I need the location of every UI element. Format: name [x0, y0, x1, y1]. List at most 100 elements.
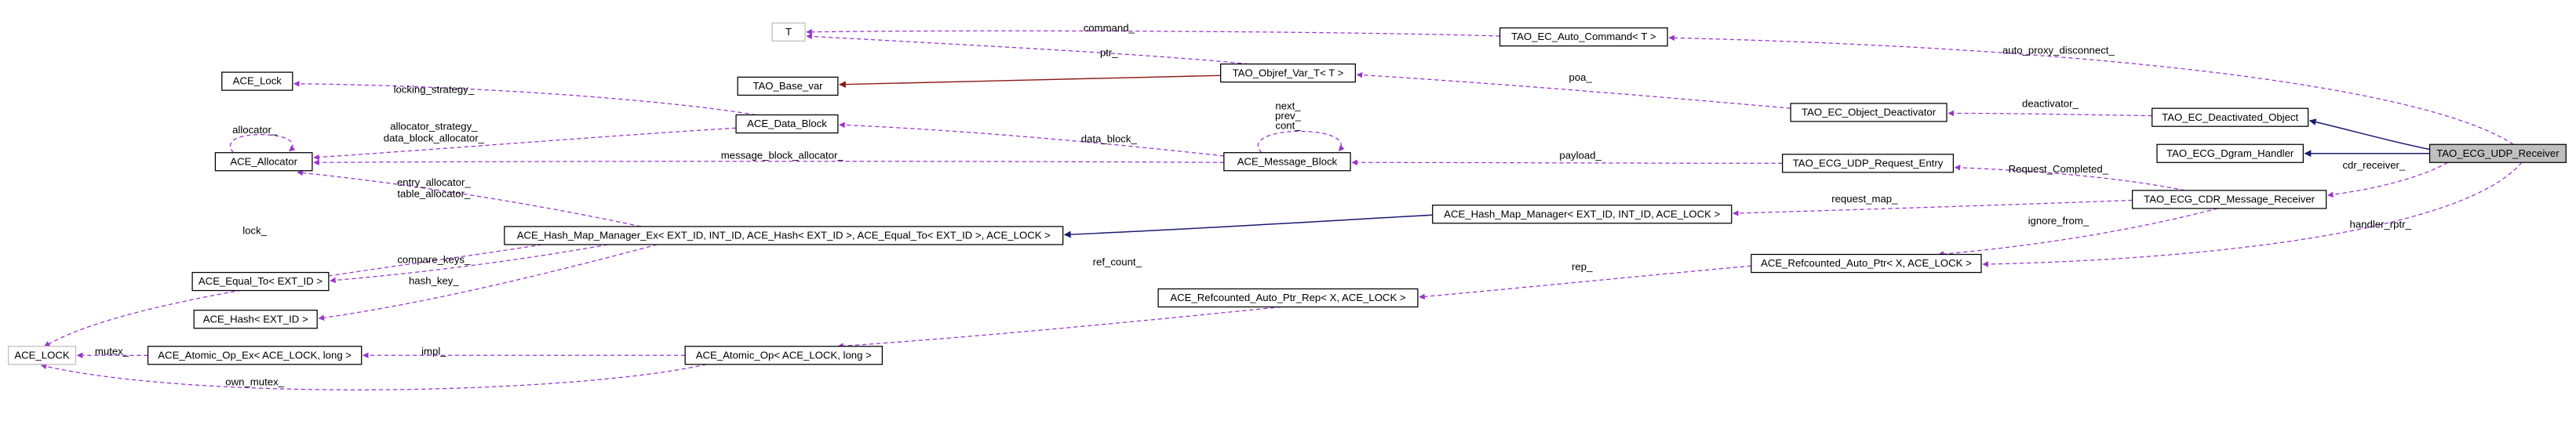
edge-label: cdr_receiver_ — [2342, 159, 2405, 171]
class-label: ACE_Data_Block — [747, 118, 827, 129]
class-node — [193, 310, 318, 329]
edge-label: next_ — [1275, 100, 1301, 112]
edge-label: rep_ — [1572, 261, 1593, 273]
class-label: ACE_Allocator — [230, 155, 297, 167]
class-node — [1157, 288, 1419, 308]
class-node — [1220, 64, 1356, 83]
edge-label: command_ — [1084, 22, 1135, 34]
usage-edge — [1733, 199, 2133, 216]
edge-label: ptr_ — [1100, 47, 1118, 59]
edge-label: table_allocator_ — [397, 188, 471, 200]
class-node — [214, 152, 313, 172]
inheritance-edge — [2308, 118, 2430, 151]
edge-label: data_block_ — [1081, 132, 1138, 144]
usage-edge — [1954, 165, 2185, 191]
class-node — [221, 71, 293, 91]
class-label: TAO_ECG_UDP_Receiver — [2436, 147, 2560, 159]
usage-edge — [330, 244, 608, 284]
class-label: TAO_Objref_Var_T< T > — [1233, 67, 1344, 78]
edge-label: prev_ — [1275, 110, 1302, 122]
usage-edge — [313, 159, 1224, 165]
edge-label: Request_Completed_ — [2009, 163, 2109, 175]
class-label: TAO_EC_Auto_Command< T > — [1511, 31, 1656, 42]
edge-label: lock_ — [242, 225, 267, 237]
edge-label: own_mutex_ — [225, 376, 284, 387]
class-label: T — [785, 26, 792, 38]
edge-label: compare_keys_ — [397, 253, 471, 265]
usage-edge — [318, 244, 658, 321]
edge-label: allocator_ — [232, 124, 278, 136]
class-node — [1751, 253, 1982, 274]
usage-edge — [839, 122, 1224, 157]
class-node — [1499, 27, 1668, 47]
class-label: ACE_Equal_To< EXT_ID > — [199, 275, 322, 287]
class-label: TAO_ECG_UDP_Request_Entry — [1793, 157, 1944, 169]
usage-edge — [1356, 71, 1791, 109]
edge-label: poa_ — [1569, 71, 1592, 83]
class-label: ACE_Atomic_Op< ACE_LOCK, long > — [696, 349, 872, 361]
usage-edge — [1419, 265, 1751, 300]
class-label: ACE_Hash< EXT_ID > — [203, 313, 308, 325]
class-label: ACE_Hash_Map_Manager< EXT_ID, INT_ID, AC… — [1444, 208, 1720, 220]
class-node — [2156, 143, 2304, 163]
usage-edge — [1937, 208, 2218, 257]
edge-label: allocator_strategy_ — [390, 121, 478, 132]
edge-label: mutex_ — [95, 346, 129, 357]
usage-edge — [44, 244, 543, 347]
class-node — [2152, 107, 2309, 127]
class-label: ACE_LOCK — [14, 349, 69, 361]
edge-label: data_block_allocator_ — [384, 132, 485, 143]
class-node — [1432, 205, 1733, 224]
edge-label: message_block_allocator_ — [721, 149, 844, 161]
edge-label: ref_count_ — [1093, 256, 1142, 267]
edge-label: request_map_ — [1831, 193, 1898, 205]
class-node — [2131, 190, 2327, 209]
edge-label: auto_proxy_disconnect_ — [2002, 44, 2115, 56]
class-label: TAO_ECG_Dgram_Handler — [2166, 147, 2294, 159]
usage-edge — [297, 169, 641, 227]
usage-edge — [313, 127, 737, 161]
usage-edge — [1351, 159, 1783, 166]
usage-edge — [229, 134, 296, 154]
class-label: TAO_ECG_CDR_Message_Receiver — [2144, 193, 2315, 205]
usage-edge — [837, 306, 1282, 350]
edge-label: ignore_from_ — [2028, 215, 2090, 227]
class-label: TAO_Base_var — [752, 80, 823, 92]
class-label: ACE_Refcounted_Auto_Ptr_Rep< X, ACE_LOCK… — [1170, 292, 1406, 303]
edge-label: cont_ — [1275, 120, 1301, 132]
class-node — [2428, 143, 2567, 163]
class-label: ACE_Hash_Map_Manager_Ex< EXT_ID, INT_ID,… — [517, 230, 1051, 241]
inheritance-edge — [839, 74, 1221, 89]
usage-edge — [806, 33, 1249, 65]
edge-label: impl_ — [421, 346, 446, 357]
class-node — [771, 22, 806, 42]
class-label: TAO_EC_Object_Deactivator — [1802, 107, 1937, 118]
edge-label: handler_rptr_ — [2350, 218, 2412, 230]
class-node — [147, 346, 363, 365]
class-node — [7, 346, 77, 365]
usage-edge — [1257, 130, 1345, 154]
edge-label: hash_key_ — [409, 275, 459, 287]
class-node — [504, 226, 1064, 245]
class-node — [737, 76, 839, 96]
class-node — [735, 114, 839, 134]
usage-edge — [1982, 162, 2523, 267]
edge-label: deactivator_ — [2022, 97, 2079, 109]
class-label: ACE_Lock — [233, 75, 282, 87]
usage-edge — [1947, 110, 2152, 117]
class-label: ACE_Atomic_Op_Ex< ACE_LOCK, long > — [158, 349, 352, 361]
class-node — [1223, 152, 1351, 172]
usage-edge — [806, 28, 1500, 37]
edge-label: payload_ — [1559, 149, 1601, 161]
class-node — [684, 346, 884, 365]
class-label: ACE_Message_Block — [1237, 155, 1338, 167]
usage-edge — [293, 81, 756, 116]
edge-label: locking_strategy_ — [394, 84, 475, 96]
inheritance-edge — [1063, 214, 1433, 238]
class-node — [1782, 154, 1955, 173]
class-node — [1790, 103, 1947, 122]
edge-label: entry_allocator_ — [397, 176, 471, 188]
usage-edge — [40, 363, 707, 390]
class-node — [191, 271, 330, 292]
